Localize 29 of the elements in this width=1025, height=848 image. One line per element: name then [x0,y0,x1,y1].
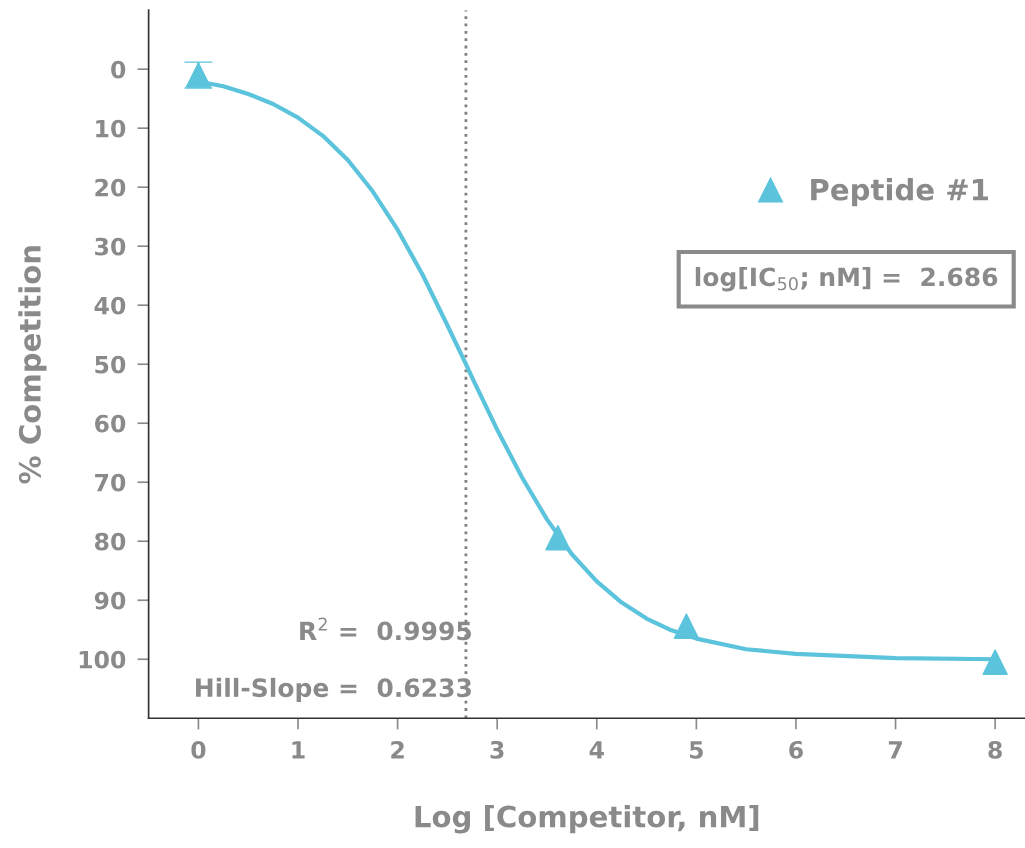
point [545,524,571,551]
y-tick-label: 10 [96,119,126,138]
y-tick-label: 50 [95,355,126,374]
y-tick-label: 90 [94,591,126,610]
y-tick-label: 20 [95,178,126,197]
x-tick-label: 3 [490,740,504,759]
y-tick-label: 60 [95,414,126,433]
annotation: log[IC$_{50}$; nM] = 2.686 [695,267,998,292]
x-tick-label: 5 [689,741,703,759]
x-tick-label: 6 [789,740,803,759]
x-tick-label: 2 [391,740,404,759]
point [982,649,1008,675]
x-tick-label: 7 [888,741,902,759]
y-tick-label: 0 [111,60,126,79]
x-tick-label: 8 [988,740,1002,759]
y-tick-label: 70 [95,473,126,492]
x-tick-label: 1 [292,741,305,759]
annotation: Hill-Slope = 0.6233 [196,677,471,703]
x-tick-label: 0 [191,740,206,759]
y-axis-title: % Competition [18,246,47,484]
point [673,613,700,639]
legend-label: Peptide #1 [811,178,988,207]
x-tick-label: 4 [589,741,604,759]
y-tick-label: 100 [79,650,126,669]
y-tick-label: 40 [94,296,126,315]
y-tick-label: 80 [94,532,126,551]
x-axis-title: Log [Competitor, nM] [415,805,759,834]
y-tick-label: 30 [95,237,126,256]
annotation: R$^{2}$ = 0.9995 [300,617,471,641]
